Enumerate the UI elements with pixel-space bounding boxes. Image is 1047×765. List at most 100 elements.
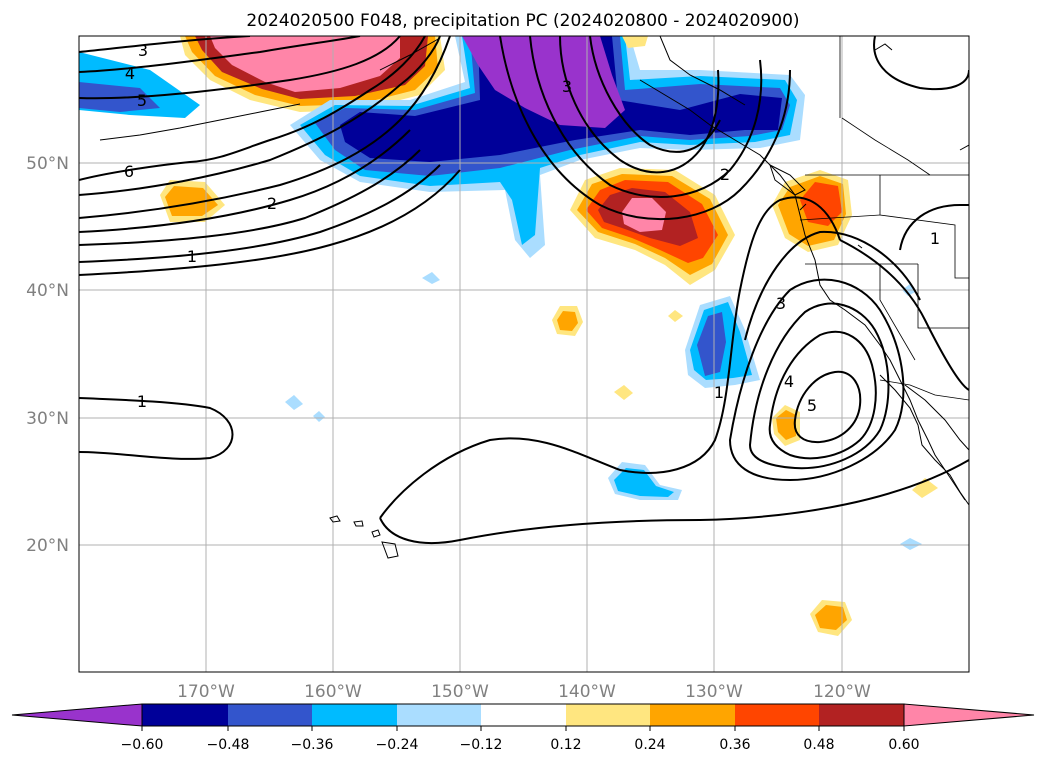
- lat-label-50n: 50°N: [26, 154, 69, 174]
- longitude-labels: 170°W 160°W 150°W 140°W 130°W 120°W: [177, 682, 871, 702]
- north-america-coast: [639, 79, 966, 501]
- contour-line-1-subtropical: [379, 196, 841, 519]
- contour-line-1-west: [79, 149, 421, 246]
- lat-label-20n: 20°N: [26, 536, 69, 556]
- canadian-provincial-border: [841, 117, 931, 176]
- contour-label-5-ridge: 5: [807, 396, 817, 415]
- colorbar-frame: [141, 703, 905, 727]
- colorbar-segment-2: [228, 704, 312, 726]
- state-border-idaho-montana: [879, 175, 969, 279]
- contour-line-5-north: [79, 36, 401, 100]
- positive-anomaly-small-1-core: [557, 311, 578, 331]
- contour-line-4-ridge: [768, 330, 877, 460]
- contour-line-east-lower: [899, 204, 969, 251]
- positive-anomaly-small-3-core: [815, 605, 847, 630]
- contour-line-1-ridge-west: [79, 397, 234, 460]
- lon-label-130w: 130°W: [685, 682, 743, 702]
- colorbar-segment-3: [312, 704, 397, 726]
- contour-label-2-trough: 2: [720, 165, 730, 184]
- colorbar-tick-label-7: 0.24: [634, 737, 665, 753]
- lon-label-170w: 170°W: [177, 682, 235, 702]
- contour-label-4-ridge: 4: [784, 372, 794, 391]
- lon-label-160w: 160°W: [304, 682, 362, 702]
- coastlines: [99, 36, 969, 559]
- colorbar-extend-left: [11, 703, 143, 727]
- positive-anomaly-aleutian-peak: [210, 36, 400, 92]
- colorbar-tick-label-5: −0.12: [460, 737, 503, 753]
- colorbar-segment-1: [142, 704, 228, 726]
- map-title: 2024020500 F048, precipitation PC (20240…: [246, 11, 799, 31]
- small-anomaly-speck-5: [668, 310, 683, 322]
- colorbar-segment-5: [481, 704, 566, 726]
- contour-line-1-inner: [79, 164, 441, 263]
- small-anomaly-speck-7: [900, 538, 922, 550]
- small-anomaly-speck-2: [285, 395, 303, 410]
- political-borders: [799, 36, 969, 401]
- contour-label-3-ridge: 3: [776, 294, 786, 313]
- hawaii-big-island: [381, 541, 399, 559]
- contour-label-1-ridge: 1: [137, 392, 147, 411]
- hawaii-maui: [371, 529, 381, 538]
- coastal-islands: [799, 43, 969, 249]
- colorbar-tick-label-8: 0.36: [719, 737, 750, 753]
- map-panel: 3 4 5 6 2 1 1 3 2 3 4 5 1 1: [78, 35, 970, 673]
- hawaii-oahu: [353, 520, 364, 527]
- baja-california-coast: [879, 374, 969, 506]
- colorbar-tick-label-10: 0.60: [888, 737, 919, 753]
- contour-line-east-ridge: [839, 239, 969, 391]
- contour-line-1-ridge-east: [744, 230, 921, 341]
- colorbar-tick-label-3: −0.36: [291, 737, 334, 753]
- colorbar-tick-label-9: 0.48: [803, 737, 834, 753]
- small-anomaly-speck-9: [622, 36, 648, 48]
- aleutian-islands: [99, 103, 301, 141]
- alaska-coast: [659, 36, 746, 106]
- alaska-peninsula: [379, 37, 441, 71]
- contour-label-3-trough: 3: [562, 77, 572, 96]
- contour-line-east-upper: [873, 36, 969, 91]
- positive-anomaly-west-small-core: [165, 186, 218, 216]
- contour-line-4-north: [79, 36, 361, 73]
- gulf-of-california-coast: [904, 384, 969, 451]
- vancouver-island: [769, 164, 806, 196]
- lon-label-150w: 150°W: [431, 682, 489, 702]
- contour-line-2-trough-wide: [499, 36, 791, 221]
- contour-line-3-ridge: [728, 278, 905, 482]
- colorbar-segment-9: [819, 704, 904, 726]
- contour-line-3-north: [79, 36, 251, 53]
- contour-label-4-north: 4: [125, 64, 135, 83]
- contour-line-2-inner: [79, 129, 411, 233]
- contour-label-1-west: 1: [187, 247, 197, 266]
- lon-label-140w: 140°W: [558, 682, 616, 702]
- contour-label-1-east: 1: [930, 229, 940, 248]
- small-anomaly-speck-1: [422, 272, 440, 284]
- colorbar-extend-right: [903, 703, 1035, 727]
- contour-line-1-subtropical-south: [379, 459, 969, 544]
- small-anomaly-speck-4: [614, 385, 633, 400]
- contour-line-6-west: [79, 36, 426, 181]
- positive-anomaly-pacific-northwest-core: [800, 182, 842, 226]
- contour-line-6-inner: [79, 36, 441, 196]
- colorbar: −0.60 −0.48 −0.36 −0.24 −0.12 0.12 0.24 …: [11, 703, 1035, 753]
- state-border-oregon-washington: [799, 214, 881, 221]
- colorbar-tick-label-2: −0.48: [207, 737, 250, 753]
- contour-label-6-west: 6: [124, 162, 134, 181]
- colorbar-tick-label-6: 0.12: [550, 737, 581, 753]
- colorbar-segment-7: [650, 704, 735, 726]
- state-border-california-nevada: [879, 264, 916, 361]
- contour-label-2-west: 2: [267, 194, 277, 213]
- contour-labels: 3 4 5 6 2 1 1 3 2 3 4 5 1 1: [124, 41, 940, 415]
- negative-anomaly-tropical-core: [614, 468, 674, 497]
- contour-line-1-outer: [79, 169, 461, 276]
- lon-label-120w: 120°W: [813, 682, 871, 702]
- contour-line-2-trough: [529, 36, 763, 198]
- contour-line-2-west: [79, 36, 451, 219]
- positive-anomaly-central-peak: [622, 198, 666, 232]
- us-mexico-border: [879, 379, 969, 401]
- colorbar-segment-6: [566, 704, 650, 726]
- contour-label-5-north: 5: [137, 91, 147, 110]
- state-border-nevada-utah: [917, 264, 969, 329]
- colorbar-segment-8: [735, 704, 819, 726]
- hawaii-kauai: [329, 515, 341, 523]
- contour-label-1-subtropical: 1: [714, 383, 724, 402]
